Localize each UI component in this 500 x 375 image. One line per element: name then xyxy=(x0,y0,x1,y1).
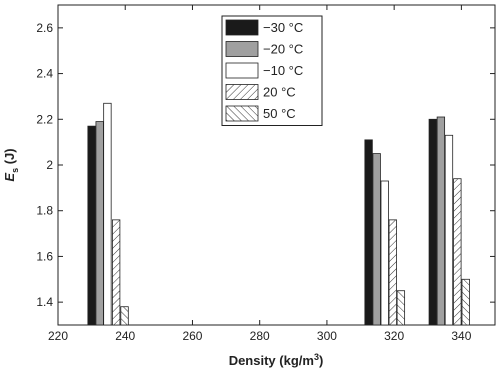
legend-swatch xyxy=(225,105,259,122)
x-label-text: ) xyxy=(319,353,323,368)
bar xyxy=(364,139,373,326)
bar xyxy=(428,118,437,326)
y-axis-label: Es (J) xyxy=(2,148,20,181)
legend-label: −20 °C xyxy=(263,42,303,57)
bar xyxy=(120,306,129,326)
y-label-sub: s xyxy=(10,168,20,173)
bar xyxy=(95,121,104,326)
x-label-sup: 3 xyxy=(314,352,319,362)
bar xyxy=(444,134,454,326)
x-tick-label: 280 xyxy=(250,329,270,343)
bar xyxy=(372,153,381,326)
bar xyxy=(461,278,470,326)
x-tick-label: 220 xyxy=(48,329,68,343)
legend-label: −10 °C xyxy=(263,63,303,78)
y-tick-label: 2 xyxy=(46,158,53,172)
y-label-text: (J) xyxy=(2,148,17,168)
bar xyxy=(388,219,397,326)
y-tick-label: 1.4 xyxy=(36,295,53,309)
legend-label: 20 °C xyxy=(263,85,296,100)
x-axis-label: Density (kg/m3) xyxy=(229,352,324,368)
bar xyxy=(87,125,96,326)
bar xyxy=(453,178,462,326)
x-tick-label: 340 xyxy=(451,329,471,343)
y-tick-label: 2.2 xyxy=(36,112,53,126)
legend-swatch xyxy=(225,62,259,79)
x-tick-label: 300 xyxy=(317,329,337,343)
bar xyxy=(396,290,406,326)
bar xyxy=(436,116,446,326)
y-label-text: E xyxy=(2,173,17,182)
y-tick-label: 1.6 xyxy=(36,249,53,263)
x-tick-label: 240 xyxy=(115,329,135,343)
y-tick-label: 2.6 xyxy=(36,21,53,35)
x-tick-label: 260 xyxy=(182,329,202,343)
y-tick-label: 1.8 xyxy=(36,204,53,218)
bar xyxy=(380,180,389,326)
legend-swatch xyxy=(225,84,259,100)
x-tick-label: 320 xyxy=(384,329,404,343)
x-label-text: Density (kg/m xyxy=(229,353,314,368)
legend-swatch xyxy=(225,41,259,57)
y-tick-label: 2.4 xyxy=(36,67,53,81)
bar xyxy=(103,102,112,326)
legend-label: 50 °C xyxy=(263,106,296,121)
legend-label: −30 °C xyxy=(263,20,303,35)
legend-swatch xyxy=(225,19,259,36)
bar xyxy=(112,219,121,326)
